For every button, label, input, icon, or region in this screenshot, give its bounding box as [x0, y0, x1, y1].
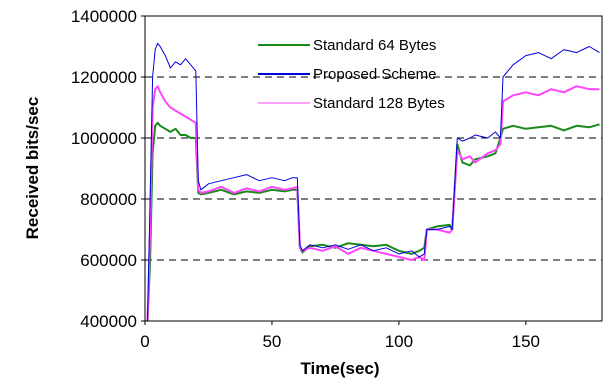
- series-line-0: [146, 121, 600, 322]
- x-tick-label: 100: [385, 332, 413, 351]
- y-axis-title: Received bits/sec: [23, 97, 42, 240]
- series-layer: [146, 42, 600, 322]
- x-tick-label: 150: [512, 332, 540, 351]
- legend: Standard 64 Bytes Proposed Scheme Standard…: [258, 37, 445, 112]
- legend-label: Standard 64 Bytes: [313, 37, 436, 54]
- x-tick-label: 50: [262, 332, 281, 351]
- series-line-1: [147, 42, 600, 322]
- series-line-2: [146, 85, 600, 322]
- legend-item: Proposed Scheme: [258, 66, 436, 83]
- y-tick-label: 600000: [80, 251, 137, 270]
- y-tick-label: 400000: [80, 312, 137, 331]
- y-tick-label: 1200000: [71, 68, 137, 87]
- x-axis-title: Time(sec): [300, 359, 379, 378]
- y-tick-label: 1400000: [71, 7, 137, 26]
- y-tick-label: 1000000: [71, 129, 137, 148]
- y-axis-ticks: 400000 600000 800000 1000000 1200000 1400000: [71, 7, 145, 331]
- y-tick-label: 800000: [80, 190, 137, 209]
- legend-label: Standard 128 Bytes: [313, 95, 445, 112]
- x-tick-label: 0: [140, 332, 149, 351]
- x-axis-ticks: 0 50 100 150: [140, 321, 540, 351]
- legend-item: Standard 64 Bytes: [258, 37, 436, 54]
- legend-label: Proposed Scheme: [313, 66, 436, 83]
- legend-item: Standard 128 Bytes: [258, 95, 445, 112]
- plot-area-border: [144, 15, 603, 322]
- gridlines: [145, 76, 602, 261]
